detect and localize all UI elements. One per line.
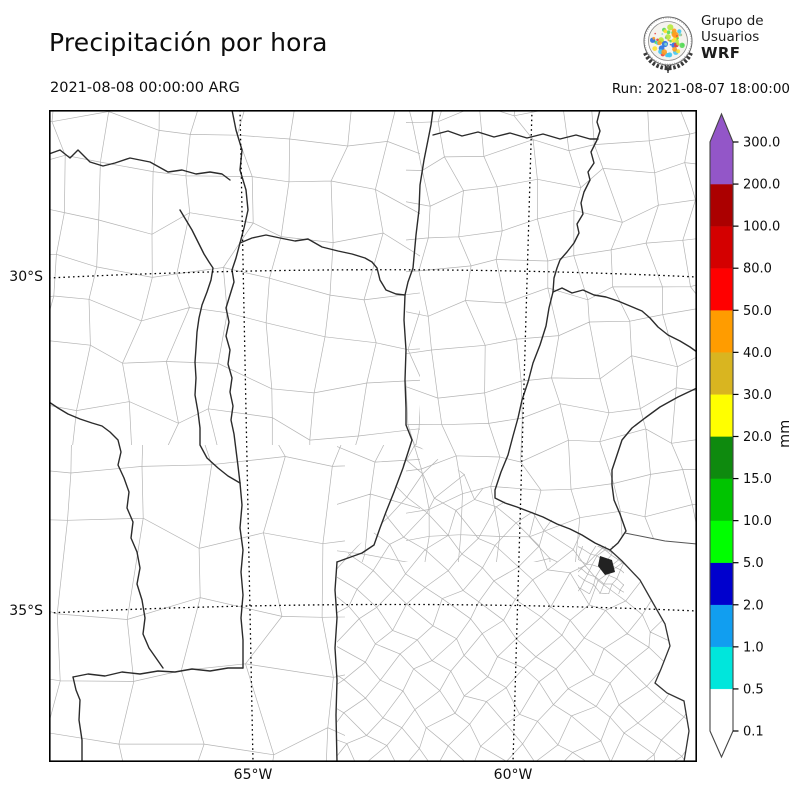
logo-line-wrf: WRF: [701, 44, 741, 62]
lon-tick-label-0: 65°W: [233, 767, 273, 783]
rio-de-la-plata-water: [610, 533, 697, 762]
page-title: Precipitación por hora: [49, 28, 328, 57]
colorbar-tick-label-1.0: 1.0: [743, 640, 764, 655]
valid-time-label: 2021-08-08 00:00:00 ARG: [50, 80, 240, 96]
lon-tick-label-1: 60°W: [493, 767, 533, 783]
colorbar-tick-label-30.0: 30.0: [743, 388, 772, 403]
colorbar-segment-0.5-1: [709, 646, 734, 690]
logo-line-2: Usuarios: [701, 29, 760, 45]
colorbar-segment-10-15: [709, 478, 734, 521]
colorbar-segment-30-40: [709, 352, 734, 395]
colorbar-tick-label-80.0: 80.0: [743, 262, 772, 277]
logo-emblem-icon: [643, 16, 693, 73]
atlantic-coastline: [609, 549, 690, 762]
gridline-35S: [49, 603, 697, 614]
lat-tick-label-0: 30°S: [9, 269, 43, 285]
colorbar-tick-label-10.0: 10.0: [743, 514, 772, 529]
colorbar-tick-label-200.0: 200.0: [743, 178, 780, 193]
logo-line-1: Grupo de: [701, 13, 764, 29]
department-boundaries-layer: [49, 445, 345, 762]
colorbar-segment-20-30: [709, 394, 734, 437]
colorbar-panel: 0.1 0.5 1.0 2.0 5.0 10.0 15.0 20.0 30.0 40.0 50.0 8…: [700, 100, 800, 772]
colorbar-tick-label-50.0: 50.0: [743, 304, 772, 319]
map-panel: [49, 110, 697, 762]
colorbar-tick-label-40.0: 40.0: [743, 346, 772, 361]
colorbar-segment-1-2: [709, 604, 734, 648]
buenos-aires-city-marker: [598, 556, 615, 575]
colorbar-segment-5-10: [709, 520, 734, 563]
colorbar-tick-label-20.0: 20.0: [743, 430, 772, 445]
colorbar-segments: [709, 141, 734, 732]
map-canvas: [49, 110, 697, 762]
department-boundaries-layer: [337, 445, 420, 562]
colorbar-segment-100-200: [709, 183, 734, 227]
colorbar-tick-label-300.0: 300.0: [743, 136, 780, 151]
colorbar-unit-label: mm: [777, 420, 793, 448]
department-boundaries-layer: [49, 110, 420, 445]
colorbar-tick-label-2.0: 2.0: [743, 598, 764, 613]
logo-ring-text: [644, 17, 692, 65]
colorbar-segment-50-80: [709, 268, 734, 311]
colorbar-tick-label-0.1: 0.1: [743, 725, 764, 740]
colorbar-tick-label-15.0: 15.0: [743, 472, 772, 487]
run-time-label: Run: 2021-08-07 18:00:00: [611, 81, 790, 97]
colorbar-segment-2-5: [709, 562, 734, 605]
plata-north-shore: [624, 532, 697, 545]
logo-text: Grupo de Usuarios WRF: [701, 13, 764, 61]
colorbar-segment-80-100: [709, 225, 734, 269]
colorbar-segment-0.1-0.5: [709, 688, 734, 732]
logo-tassel: [664, 64, 672, 73]
colorbar-segment-15-20: [709, 436, 734, 479]
lat-tick-label-1: 35°S: [9, 603, 43, 619]
colorbar-under-arrow: [710, 731, 733, 757]
department-boundaries-layer: [406, 110, 697, 562]
graticule-layer: [49, 110, 697, 762]
colorbar-segment-40-50: [709, 310, 734, 353]
wrf-users-group-logo: [638, 8, 700, 78]
colorbar-over-arrow: [710, 114, 733, 142]
gridline-30S: [49, 269, 697, 279]
colorbar-tick-label-5.0: 5.0: [743, 556, 764, 571]
gridline-65W: [239, 110, 254, 762]
colorbar-canvas: 0.1 0.5 1.0 2.0 5.0 10.0 15.0 20.0 30.0 40.0 50.0 8…: [709, 112, 793, 759]
colorbar-tick-label-100.0: 100.0: [743, 220, 780, 235]
colorbar-segment-200-300: [709, 141, 734, 185]
province-boundaries-layer: [49, 110, 697, 762]
colorbar-ticks: 0.1 0.5 1.0 2.0 5.0 10.0 15.0 20.0 30.0 40.0 50.0 8…: [733, 136, 780, 740]
map-background: [49, 110, 697, 762]
map-frame: [49, 110, 697, 762]
colorbar-tick-label-0.5: 0.5: [743, 682, 764, 697]
logo-weather-speckles: [650, 24, 685, 58]
gridline-60W: [512, 110, 533, 762]
